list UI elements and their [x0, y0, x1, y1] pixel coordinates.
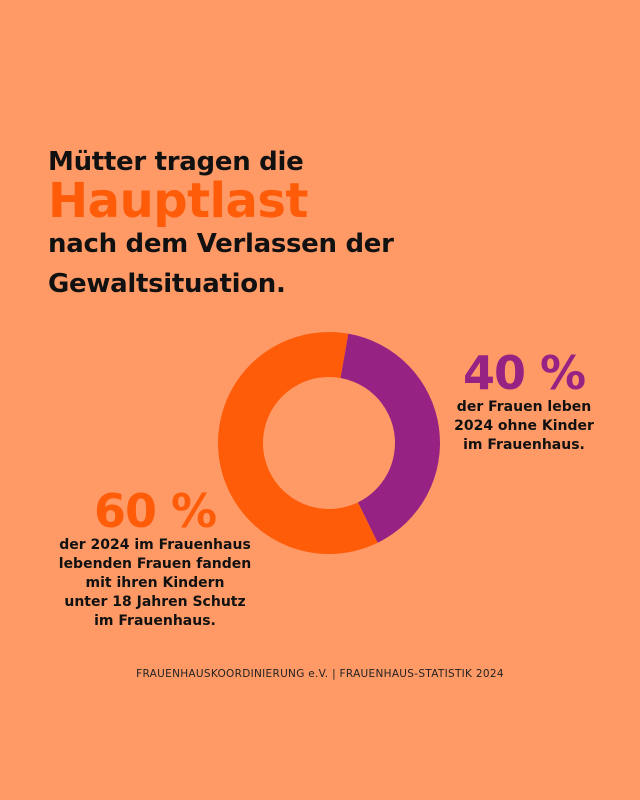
headline-line-3: nach dem Verlassen der	[48, 229, 394, 259]
headline-line-4: Gewaltsituation.	[48, 269, 286, 299]
stat-60-block: 60 % der 2024 im Frauenhaus lebenden Fra…	[40, 486, 270, 631]
stat-40-block: 40 % der Frauen leben 2024 ohne Kinder i…	[438, 348, 610, 455]
stat-40-percent: 40 %	[462, 346, 586, 400]
headline-line-1: Mütter tragen die	[48, 147, 304, 177]
headline: Mütter tragen die Hauptlast nach dem Ver…	[48, 142, 608, 304]
stat-60-percent: 60 %	[93, 484, 217, 538]
stat-40-description: der Frauen leben 2024 ohne Kinder im Fra…	[454, 399, 594, 453]
donut-slice-60	[218, 332, 378, 554]
headline-accent: Hauptlast	[48, 173, 308, 229]
stat-60-description: der 2024 im Frauenhaus lebenden Frauen f…	[58, 537, 252, 629]
donut-chart	[218, 332, 440, 554]
donut-slice-40	[340, 333, 440, 543]
source-footer: FRAUENHAUSKOORDINIERUNG e.V. | FRAUENHAU…	[136, 668, 504, 680]
